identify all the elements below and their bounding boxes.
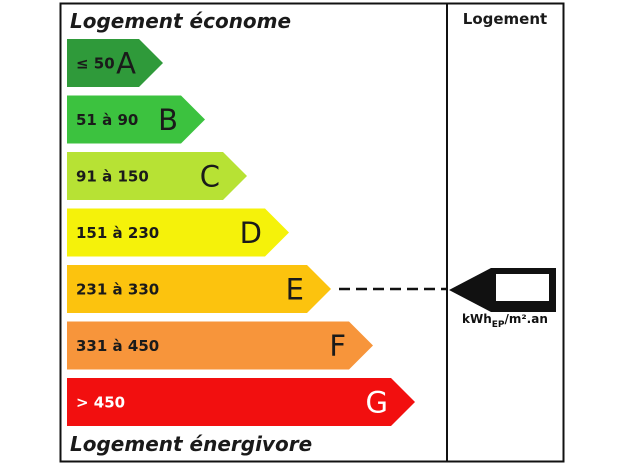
band-a-range: ≤ 50 — [76, 55, 115, 73]
band-b: 51 à 90 B — [67, 95, 205, 144]
unit-label: kWhEP/m².an — [462, 312, 548, 330]
band-f: 331 à 450 F — [67, 321, 373, 370]
band-g-arrow — [67, 378, 415, 426]
band-g: > 450 G — [67, 378, 415, 426]
header-bottom: Logement énergivore — [70, 432, 312, 456]
band-f-letter: F — [329, 329, 346, 363]
band-b-letter: B — [158, 103, 178, 137]
band-c-arrow — [67, 152, 247, 200]
band-c-letter: C — [200, 160, 220, 194]
column-header: Logement — [463, 10, 547, 28]
band-e: 231 à 330 E — [67, 265, 331, 313]
band-e-letter: E — [286, 273, 304, 307]
band-e-arrow — [67, 265, 331, 313]
band-d-letter: D — [240, 216, 262, 250]
band-g-range: > 450 — [76, 394, 125, 412]
header-top: Logement économe — [70, 9, 291, 33]
band-f-range: 331 à 450 — [76, 337, 159, 355]
band-b-arrow — [67, 95, 205, 144]
band-c: 91 à 150 C — [67, 152, 247, 200]
band-d-arrow — [67, 208, 289, 257]
band-g-letter: G — [366, 386, 388, 420]
band-d-range: 151 à 230 — [76, 224, 159, 242]
rating-bands: ≤ 50 A 51 à 90 B 91 à 150 C 151 à 230 D 231 à 33… — [67, 39, 415, 426]
indicator-value-box — [496, 274, 549, 301]
band-a: ≤ 50 A — [67, 39, 163, 87]
band-a-letter: A — [116, 47, 136, 81]
band-a-arrow — [67, 39, 163, 87]
band-f-arrow — [67, 321, 373, 370]
band-b-range: 51 à 90 — [76, 111, 138, 129]
current-rating-indicator — [449, 268, 556, 312]
band-c-range: 91 à 150 — [76, 168, 149, 186]
band-d: 151 à 230 D — [67, 208, 289, 257]
band-e-range: 231 à 330 — [76, 281, 159, 299]
